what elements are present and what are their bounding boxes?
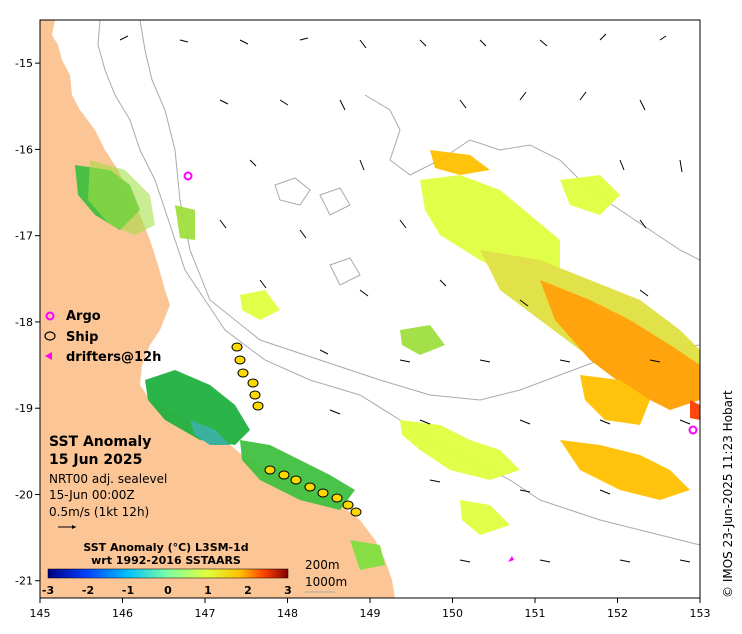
depth-1000-label: 1000m [305, 575, 347, 589]
x-tick-label: 148 [277, 607, 298, 620]
x-tick-label: 152 [607, 607, 628, 620]
x-tick-label: 150 [442, 607, 463, 620]
colorbar-tick-label: 1 [204, 584, 212, 597]
argo-legend-icon [45, 311, 55, 321]
argo-float-1 [183, 171, 193, 181]
y-tick-label: -19 [15, 402, 33, 415]
x-tick-label: 149 [360, 607, 381, 620]
colorbar-tick-label: 0 [164, 584, 172, 597]
reef-contour-islands [274, 177, 361, 286]
x-tick-label: 153 [690, 607, 711, 620]
info-title: SST Anomaly [49, 434, 151, 450]
y-tick-label: -21 [15, 575, 33, 588]
colorbar-tick-label: 3 [284, 584, 292, 597]
colorbar-ramp [47, 568, 289, 579]
ship-legend-icon [44, 331, 56, 341]
contour-1000m [139, 20, 700, 401]
info-block: SST Anomaly 15 Jun 2025 NRT00 adj. seale… [49, 434, 167, 529]
depth-200-label: 200m [305, 558, 340, 572]
x-tick-label: 145 [30, 607, 51, 620]
ship-markers [231, 342, 362, 517]
argo-legend-label: Argo [66, 309, 101, 324]
x-tick-label: 151 [525, 607, 546, 620]
x-axis: 145 146 147 148 149 150 151 152 153 [30, 598, 711, 620]
colorbar-tick-label: -1 [122, 584, 134, 597]
current-vectors [119, 33, 691, 563]
colorbar-tick-label: 2 [244, 584, 252, 597]
colorbar-title-2: wrt 1992-2016 SSTAARS [91, 554, 241, 567]
drifter-legend-icon [45, 352, 52, 360]
y-tick-label: -15 [15, 57, 33, 70]
depth-legend: 200m 1000m [305, 558, 347, 593]
contour-200m [97, 20, 700, 546]
drifters-legend-label: drifters@12h [66, 350, 161, 365]
x-tick-label: 147 [195, 607, 216, 620]
y-tick-label: -17 [15, 230, 33, 243]
credit-text: © IMOS 23-Jun-2025 11:23 Hobart [721, 390, 735, 598]
colorbar-tick-label: -3 [42, 584, 54, 597]
y-axis: -15 -16 -17 -18 -19 -20 -21 [15, 57, 40, 588]
vector-scale-arrowhead [72, 525, 76, 529]
y-tick-label: -16 [15, 143, 33, 156]
colorbar-tick-label: -2 [82, 584, 94, 597]
ship-legend-label: Ship [66, 330, 98, 345]
info-sealevel: NRT00 adj. sealevel [49, 472, 167, 486]
y-tick-label: -18 [15, 316, 33, 329]
y-tick-label: -20 [15, 488, 33, 501]
info-date: 15 Jun 2025 [49, 452, 142, 468]
land-mass [40, 20, 395, 598]
reef-contour-north [364, 94, 700, 261]
drifter-marker [508, 556, 514, 562]
colorbar: SST Anomaly (°C) L3SM-1d wrt 1992-2016 S… [42, 541, 292, 597]
info-vector-scale: 0.5m/s (1kt 12h) [49, 505, 149, 519]
argo-float-2 [688, 425, 698, 435]
colorbar-title-1: SST Anomaly (°C) L3SM-1d [83, 541, 248, 554]
info-time: 15-Jun 00:00Z [49, 488, 135, 502]
platform-legend: Argo Ship drifters@12h [44, 309, 161, 365]
x-tick-label: 146 [112, 607, 133, 620]
